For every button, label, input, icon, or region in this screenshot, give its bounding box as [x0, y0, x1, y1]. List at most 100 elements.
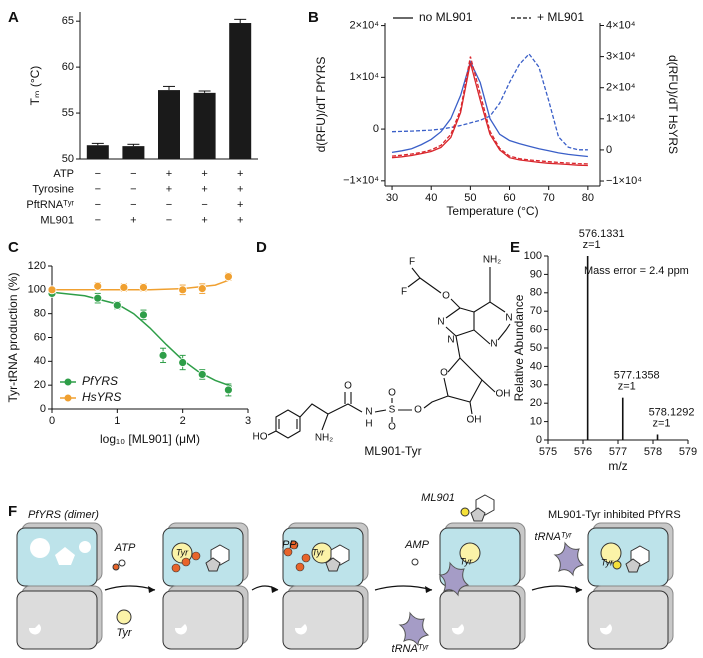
trna [553, 541, 585, 577]
diagram-label: ML901-Tyr inhibited PfYRS [548, 509, 681, 521]
condition-label: ML901 [40, 214, 74, 226]
y-tick-label: 1×10⁴ [349, 71, 379, 83]
x-tick-label: 50 [464, 192, 476, 204]
diagram-label: tRNAᵀʸʳ [535, 531, 572, 543]
bar [229, 23, 252, 160]
x-tick-label: 1 [114, 415, 120, 427]
atom-label: NH₂ [483, 255, 501, 266]
subunit-bottom [587, 590, 669, 650]
data-line [391, 59, 588, 158]
y-tick-label: 0 [40, 403, 46, 415]
legend-label: + ML901 [537, 10, 584, 24]
ml901-ring [625, 558, 641, 573]
legend-marker [64, 378, 72, 386]
condition-sign: − [95, 214, 101, 226]
diagram-label: Tyr [312, 547, 325, 557]
x-tick-label: 70 [543, 192, 555, 204]
trna [398, 611, 430, 647]
diagram-label: Tyr [460, 556, 473, 566]
bar [193, 92, 216, 159]
condition-sign: + [201, 214, 207, 226]
panel-label: B [308, 9, 319, 26]
y-tick-label: 90 [530, 268, 542, 280]
y-axis-label: Tₘ (°C) [28, 66, 42, 106]
condition-sign: + [130, 214, 136, 226]
y-tick-label: 80 [530, 287, 542, 299]
trna [438, 561, 470, 597]
diagram-label: ML901 [421, 492, 455, 504]
atom-label: O [388, 388, 396, 399]
condition-sign: − [130, 199, 136, 211]
panel-label: C [8, 239, 19, 256]
atom-label: O [388, 422, 396, 433]
atom-label: N [437, 317, 444, 328]
atom-label: O [414, 405, 422, 416]
y-tick-label: 120 [28, 260, 46, 272]
phosphate [301, 553, 311, 563]
y-axis-label: Tyr-tRNA production (%) [6, 272, 20, 402]
arrow-head [575, 586, 582, 593]
condition-sign: − [95, 183, 101, 195]
condition-sign: + [166, 168, 172, 180]
ml901-ring [470, 507, 486, 522]
data-point [139, 283, 148, 292]
amp-icon [411, 558, 419, 566]
charge-label: z=1 [652, 417, 670, 429]
x-axis-label: Temperature (°C) [446, 204, 538, 218]
data-point [223, 272, 233, 282]
ml901-ring [325, 557, 341, 572]
y2-tick-label: −1×10⁴ [606, 175, 642, 187]
y2-tick-label: 0 [606, 144, 612, 156]
condition-sign: − [95, 168, 101, 180]
y2-axis-label: d(RFU)/dT HsYRS [666, 55, 680, 154]
data-point [197, 370, 207, 379]
ml901-ring [205, 557, 221, 572]
pocket [79, 541, 91, 553]
atom-label: OH [467, 415, 482, 426]
atom-label: NH₂ [315, 433, 333, 444]
fit-line [52, 279, 229, 291]
active-site [599, 624, 612, 635]
x-axis-label: m/z [608, 459, 627, 473]
condition-sign: − [95, 199, 101, 211]
phosphate [191, 551, 201, 561]
y-tick-label: 100 [28, 284, 46, 296]
bar [122, 146, 145, 159]
y-axis-label: Relative Abundance [512, 294, 526, 401]
x-tick-label: 30 [386, 192, 398, 204]
diagram-label: PfYRS (dimer) [28, 509, 99, 521]
x-tick-label: 579 [679, 446, 697, 458]
active-site [294, 624, 307, 635]
y2-tick-label: 1×10⁴ [606, 113, 636, 125]
y-tick-label: 40 [34, 355, 46, 367]
condition-sign: − [130, 168, 136, 180]
y-tick-label: 20 [34, 379, 46, 391]
x-tick-label: 576 [574, 446, 592, 458]
x-tick-label: 3 [245, 415, 251, 427]
atom-label: N [490, 339, 497, 350]
diagram-label: PPᵢ [282, 539, 299, 551]
condition-sign: + [237, 199, 243, 211]
subunit-bottom [282, 590, 364, 650]
y2-tick-label: 4×10⁴ [606, 19, 636, 31]
subunit-bottom [16, 590, 98, 650]
diagram-shapes [16, 494, 674, 650]
y-tick-label: 60 [34, 331, 46, 343]
annotation: Mass error = 2.4 ppm [584, 265, 689, 277]
panel-label: E [510, 239, 520, 256]
condition-sign: + [166, 183, 172, 195]
legend-label: PfYRS [82, 374, 118, 388]
y-tick-label: 40 [530, 360, 542, 372]
legend-label: no ML901 [419, 10, 473, 24]
data-point [178, 358, 188, 367]
molecule-bonds [267, 267, 511, 439]
diagram-label: AMP [404, 539, 430, 551]
data-point [47, 285, 57, 295]
atom-label: N [447, 335, 454, 346]
diagram-label: Tyr [601, 557, 614, 567]
atom-label: O [442, 291, 450, 302]
y-tick-label: 70 [530, 305, 542, 317]
y-tick-label: 50 [530, 342, 542, 354]
y-tick-label: 10 [530, 416, 542, 428]
ml901-head [460, 507, 470, 517]
